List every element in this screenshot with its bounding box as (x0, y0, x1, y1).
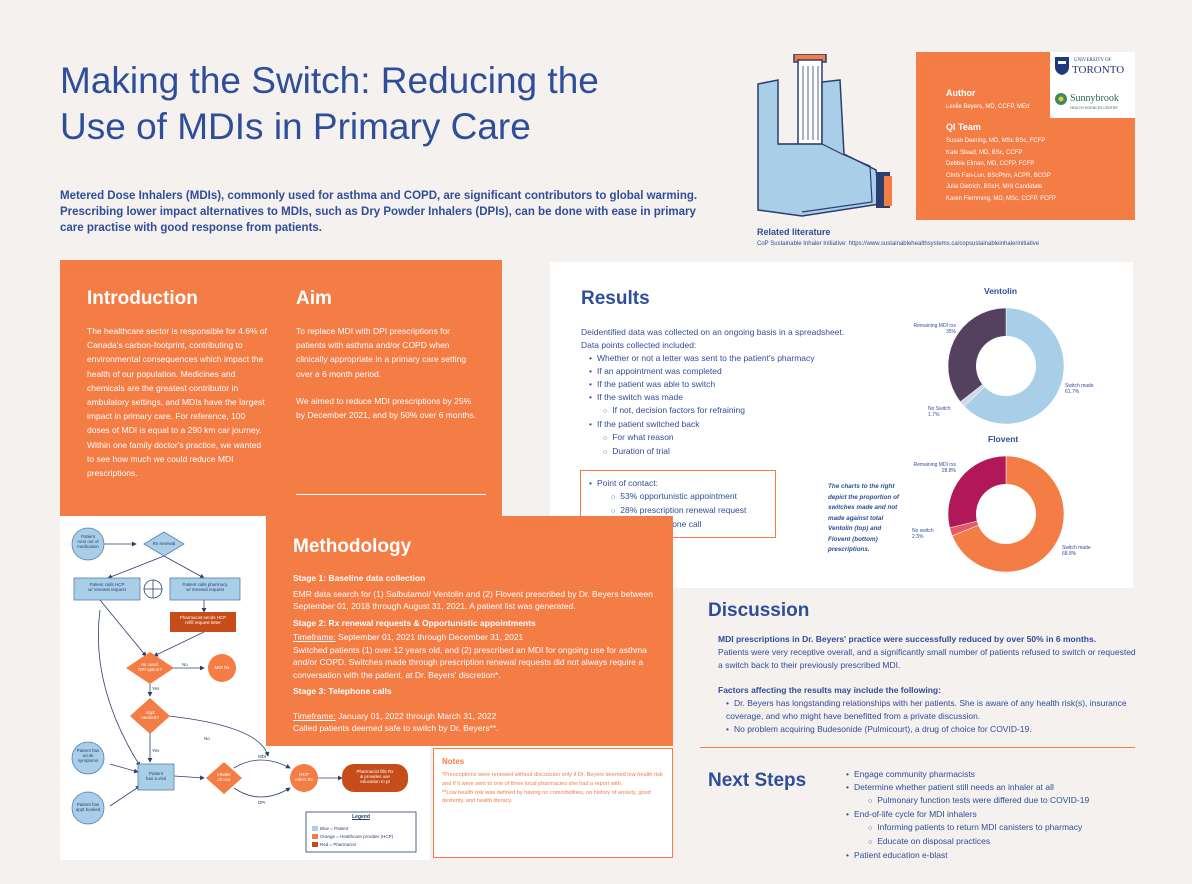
next-steps-list: Engage community pharmacists Determine w… (846, 768, 1136, 862)
flovent-donut-chart (947, 455, 1065, 573)
flow-edge-no: No (182, 662, 188, 667)
methodology-heading: Methodology (293, 536, 412, 557)
inhaler-illustration (757, 54, 892, 217)
flow-label-appt-booked: Patient has appt booked (75, 802, 101, 812)
flowchart-diagram (71, 527, 417, 853)
flow-label-runs-out: Patient runs out of medication (77, 534, 99, 549)
introduction-heading: Introduction (87, 288, 198, 309)
flow-label-pharmacist-sends: Pharmacist sends HCP refill request lette… (179, 615, 227, 625)
chart-caption: The charts to the right depict the propo… (828, 483, 900, 553)
ventolin-label-noswitch: No Switch 1.7% (928, 406, 951, 418)
flow-label-has-visit: Patient has a visit (145, 771, 166, 781)
ventolin-label-remaining: Remaining MDI rxs 35% (913, 323, 956, 335)
next-steps-heading: Next Steps (708, 770, 807, 791)
flow-legend-items: Blue = Patient Orange = Healthcare provid… (320, 826, 394, 847)
discussion-divider (700, 747, 1135, 748)
flow-edge-dpi: DPI (258, 800, 266, 805)
discussion-text: MDI prescriptions in Dr. Beyers' practic… (718, 633, 1138, 736)
flow-legend-title: Legend (352, 814, 370, 820)
notes-heading: Notes (442, 757, 465, 766)
notes-text: *Prescriptions were renewed without disc… (442, 772, 663, 805)
flow-edge-yes-1: Yes (152, 686, 160, 691)
qi-team-list: Susan Deering, MD, MSc BSc, FCFP Kate St… (946, 138, 1056, 202)
flow-node-calls-pharmacy (169, 577, 241, 601)
ventolin-slice-2 (947, 307, 1007, 403)
flovent-label-remaining: Remaining MDI rxs 28.8% (913, 462, 956, 474)
flow-label-acute: Patient has acute symptoms (76, 748, 100, 763)
toronto-logo-text: TORONTO (1072, 64, 1125, 76)
flovent-label-noswitch: No switch 2.3% (912, 528, 934, 540)
flow-edge-no-2: No (204, 736, 210, 741)
methodology-text: Stage 1: Baseline data collection EMR da… (293, 573, 654, 733)
flow-edge-mdi: MDI (258, 754, 267, 759)
flow-node-acute (71, 741, 105, 775)
flow-node-appt-booked (71, 791, 105, 825)
flow-label-mdi-rx: MDI Rx (214, 665, 230, 670)
flow-label-calls-hcp: Patient calls HCP w/ renewal request (88, 582, 126, 592)
flow-node-pharmacist-fills (342, 764, 408, 792)
notes-panel: Notes *Prescriptions were renewed withou… (433, 748, 673, 858)
flow-label-pharmacist-fills: Pharmacist fills Rx & provides use educati… (356, 769, 394, 784)
flow-label-calls-pharmacy: Patient calls pharmacy w/ renewal request (182, 582, 228, 592)
flow-label-hcp-refers: HCP refers Rx (294, 772, 314, 782)
aim-text-2: We aimed to reduce MDI prescriptions by … (296, 396, 477, 421)
flow-label-inhaler-choice: Inhaler choice (217, 772, 231, 782)
flow-node-appt-needed (130, 698, 170, 734)
author-heading: Author (946, 88, 976, 98)
logo-panel: UNIVERSITY OF TORONTO Sunnybrook HEALTH … (1050, 52, 1135, 118)
author-name: Leslie Beyers, MD, CCFP, MEd (946, 104, 1030, 110)
flow-node-runs-out (71, 527, 105, 561)
results-text: Deidentified data was collected on an on… (581, 326, 901, 459)
methodology-panel: Methodology Stage 1: Baseline data colle… (266, 516, 673, 746)
flow-label-appt-needed: Appt needed? (141, 710, 159, 720)
flow-node-calls-hcp (73, 577, 141, 601)
intro-summary: Metered Dose Inhalers (MDIs), commonly u… (60, 190, 698, 234)
ventolin-chart-title: Ventolin (984, 286, 1018, 296)
related-literature-link[interactable]: CoP Sustainable Inhaler Initiative: http… (757, 241, 1040, 247)
flow-edge-yes-2: Yes (152, 748, 160, 753)
aim-text-1: To replace MDI with DPI prescriptions fo… (296, 326, 467, 379)
related-literature-heading: Related literature (757, 227, 831, 237)
introduction-text: The healthcare sector is responsible for… (87, 326, 268, 479)
flow-legend-box (305, 811, 417, 853)
page-title: Making the Switch: Reducing the Use of M… (60, 60, 599, 147)
flow-node-has-visit (137, 763, 175, 791)
flow-node-rx-renewal (143, 531, 185, 557)
ventolin-donut-chart (947, 307, 1065, 425)
flow-node-pharmacist-sends (170, 612, 236, 632)
results-heading: Results (581, 288, 650, 309)
aim-heading: Aim (296, 288, 332, 309)
qi-team-heading: QI Team (946, 122, 981, 132)
flow-node-inhaler-choice (206, 762, 242, 794)
aim-divider (296, 494, 486, 495)
discussion-heading: Discussion (708, 600, 810, 621)
flovent-chart-title: Flovent (988, 434, 1019, 444)
sunnybrook-icon (1055, 93, 1067, 105)
introduction-aim-panel: Introduction The healthcare sector is re… (60, 260, 502, 518)
crest-icon (1055, 57, 1069, 75)
flovent-label-switch: Switch made 68.8% (1062, 545, 1091, 557)
flow-label-avail-dpi: Av. avail. DPI option? (138, 662, 162, 672)
flow-node-avail-dpi (126, 652, 174, 684)
flow-node-mdi-rx (208, 654, 236, 682)
sunnybrook-logo-text: Sunnybrook (1070, 93, 1119, 104)
flow-node-hcp-refers (290, 764, 318, 792)
flow-label-rx-renewal: Rx renewal (152, 541, 176, 546)
ventolin-label-switch: Switch made 61.7% (1065, 383, 1094, 395)
